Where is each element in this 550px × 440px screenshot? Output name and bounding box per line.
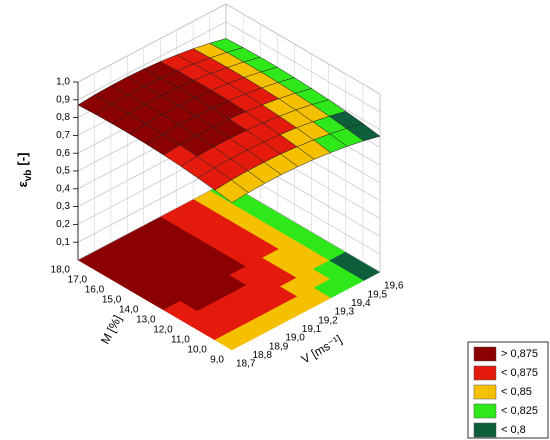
surface-cell <box>214 179 249 203</box>
contour-cell <box>214 331 249 351</box>
x-tick-label: 16,0 <box>85 285 105 296</box>
z-tick-label: 0,3 <box>56 201 70 212</box>
axis-labels: 0,1 0,2 0,3 0,4 0,5 0,6 0,7 0,8 0,9 1,0 9,010,011,… <box>51 77 404 370</box>
y-tick-label: 19,2 <box>318 315 338 326</box>
z-label-subscript: vb <box>23 170 34 182</box>
z-tick-label: 0,2 <box>56 219 70 230</box>
x-axis-label: M [%] <box>98 313 125 347</box>
y-axis-label: V [ms⁻¹] <box>299 332 344 366</box>
x-tick-label: 14,0 <box>119 305 139 316</box>
x-tick-label: 13,0 <box>136 315 156 326</box>
legend-swatch <box>473 422 497 438</box>
contour-floor <box>77 181 381 351</box>
y-tick-label: 19,5 <box>368 289 388 300</box>
surface <box>77 38 381 203</box>
y-tick-label: 19,6 <box>384 281 404 292</box>
y-tick-label: 18,7 <box>236 359 256 370</box>
legend-label: < 0,85 <box>501 386 532 398</box>
z-tick-label: 0,9 <box>56 94 70 105</box>
x-tick-label: 12,0 <box>153 325 173 336</box>
y-tick-label: 19,4 <box>351 298 371 309</box>
y-tick-label: 19,1 <box>302 324 322 335</box>
y-tick-label: 18,9 <box>269 341 289 352</box>
z-tick-label: 0,8 <box>56 112 70 123</box>
z-tick-label: 0,5 <box>56 166 70 177</box>
legend-label: < 0,875 <box>501 367 538 379</box>
legend: > 0,875 < 0,875 < 0,85 < 0,825 < 0,8 <box>473 346 538 438</box>
legend-label: > 0,875 <box>501 348 538 360</box>
z-tick-label: 0,7 <box>56 130 70 141</box>
y-tick-label: 18,8 <box>252 350 272 361</box>
x-tick-label: 11,0 <box>171 335 190 346</box>
legend-swatch <box>473 346 497 362</box>
x-tick-label: 10,0 <box>187 345 207 356</box>
legend-swatch <box>473 403 497 419</box>
z-axis-label: εvb [-] <box>15 153 33 188</box>
z-tick-label: 0,4 <box>56 183 70 194</box>
x-tick-label: 17,0 <box>68 275 88 286</box>
z-label-symbol: ε <box>15 181 30 187</box>
legend-swatch <box>473 384 497 400</box>
z-label-unit: [-] <box>15 153 30 166</box>
z-tick-label: 0,1 <box>56 237 70 248</box>
y-tick-label: 19,0 <box>285 333 305 344</box>
z-tick-label: 0,6 <box>56 148 70 159</box>
y-tick-label: 19,3 <box>335 307 355 318</box>
legend-swatch <box>473 365 497 381</box>
x-tick-label: 15,0 <box>102 295 122 306</box>
legend-label: < 0,8 <box>501 424 526 436</box>
x-tick-label: 9,0 <box>210 355 224 366</box>
z-tick-label: 1,0 <box>56 77 70 88</box>
x-tick-label: 18,0 <box>51 265 71 276</box>
legend-label: < 0,825 <box>501 405 538 417</box>
